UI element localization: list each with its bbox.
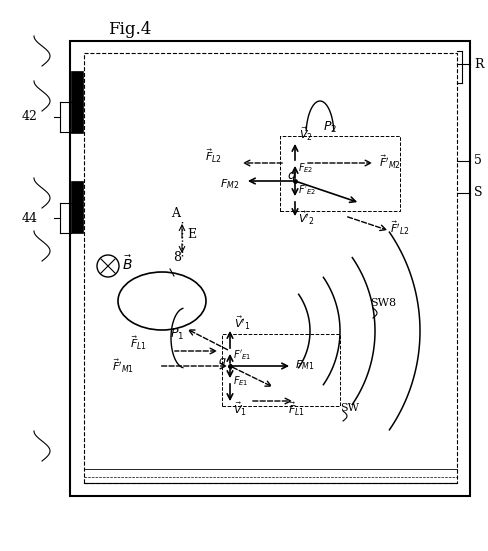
Text: $\vec{F}_{L1}$: $\vec{F}_{L1}$ xyxy=(130,334,147,352)
Bar xyxy=(222,334,340,406)
Text: $P_2$: $P_2$ xyxy=(323,120,337,135)
Text: $\vec{F}'_{M1}$: $\vec{F}'_{M1}$ xyxy=(112,357,134,375)
Text: 42: 42 xyxy=(22,111,38,123)
Text: $F_{M1}$: $F_{M1}$ xyxy=(295,358,314,372)
Text: $\vec{V}_1$: $\vec{V}_1$ xyxy=(233,400,247,418)
Bar xyxy=(71,71,83,133)
Text: A: A xyxy=(171,207,181,220)
Bar xyxy=(70,41,470,496)
Text: $F'_{E1}$: $F'_{E1}$ xyxy=(233,348,252,362)
Text: $\vec{V}_2$: $\vec{V}_2$ xyxy=(299,125,313,143)
Text: S: S xyxy=(474,186,483,199)
Bar xyxy=(71,181,83,233)
Text: E: E xyxy=(187,228,196,241)
Text: $\vec{V}'_1$: $\vec{V}'_1$ xyxy=(234,314,250,332)
Text: $q$: $q$ xyxy=(218,356,226,368)
Text: 5: 5 xyxy=(474,154,482,168)
Text: R: R xyxy=(474,57,484,71)
Text: $\vec{F}_{L1}$: $\vec{F}_{L1}$ xyxy=(288,400,305,418)
Text: $F_{M2}$: $F_{M2}$ xyxy=(220,177,239,191)
Text: Fig.4: Fig.4 xyxy=(108,21,151,38)
Bar xyxy=(280,136,400,211)
Text: 44: 44 xyxy=(22,212,38,224)
Text: $\vec{F}'_{L2}$: $\vec{F}'_{L2}$ xyxy=(390,219,409,237)
Text: $F_{E1}$: $F_{E1}$ xyxy=(233,374,248,388)
Text: $\vec{F}'_{M2}$: $\vec{F}'_{M2}$ xyxy=(379,153,401,171)
Text: $F_{E2}$: $F_{E2}$ xyxy=(298,161,313,175)
Text: $F'_{E2}$: $F'_{E2}$ xyxy=(298,183,317,197)
Text: +: + xyxy=(227,363,235,372)
Text: $q$: $q$ xyxy=(287,170,297,184)
Text: 8: 8 xyxy=(173,251,181,264)
Text: $\vec{F}_{L2}$: $\vec{F}_{L2}$ xyxy=(205,147,222,165)
Bar xyxy=(84,53,457,483)
Text: $\vec{V}'_2$: $\vec{V}'_2$ xyxy=(298,209,314,227)
Text: $P_1$: $P_1$ xyxy=(170,327,184,342)
Text: SW8: SW8 xyxy=(370,298,396,308)
Text: $\vec{B}$: $\vec{B}$ xyxy=(122,255,133,273)
Text: SW: SW xyxy=(340,403,359,413)
